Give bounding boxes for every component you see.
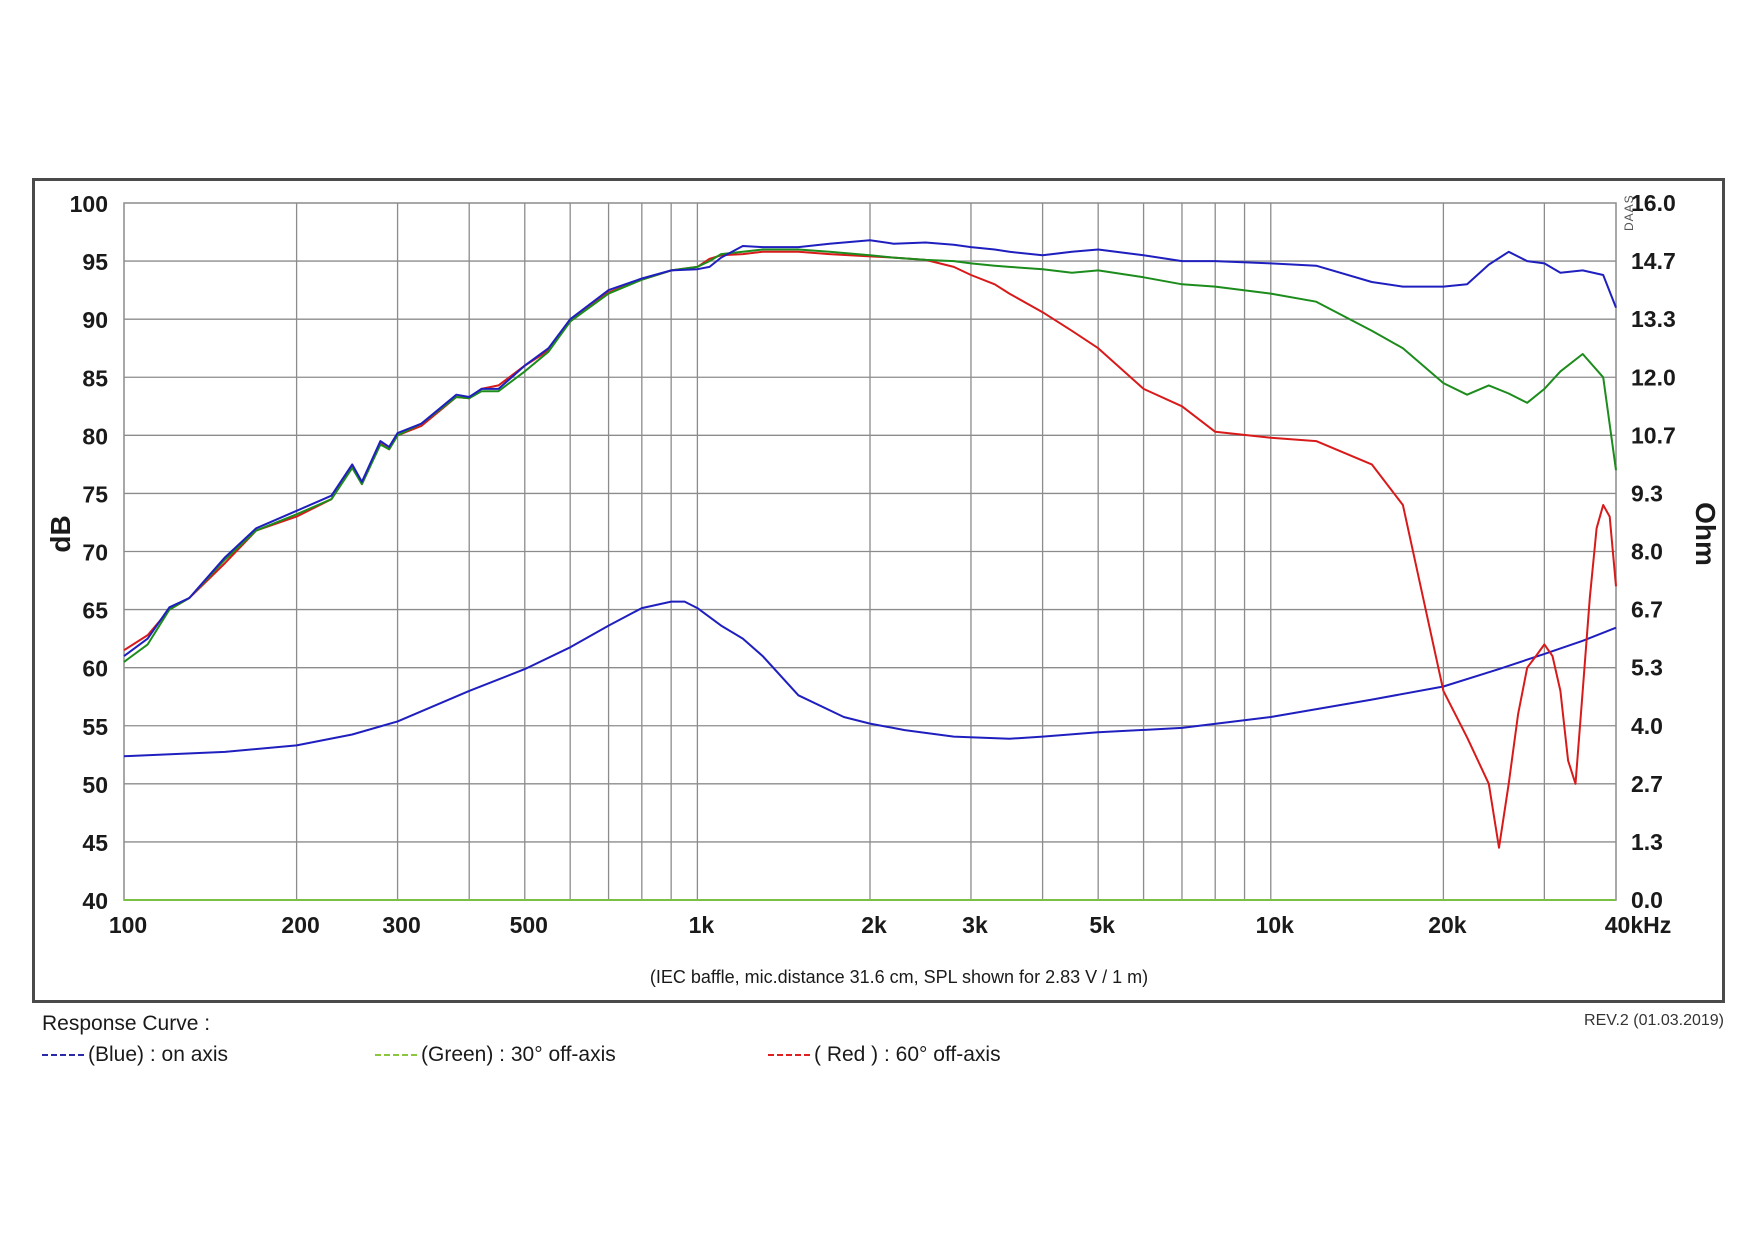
y-tick-label: 55 <box>82 714 108 740</box>
y-tick-label: 50 <box>82 772 108 798</box>
measurement-note: (IEC baffle, mic.distance 31.6 cm, SPL s… <box>650 967 1148 987</box>
x-tick-label: 2k <box>861 912 887 938</box>
y2-tick-label: 1.3 <box>1631 829 1663 855</box>
x-tick-label: 5k <box>1089 912 1115 938</box>
y-tick-label: 75 <box>82 481 108 507</box>
y2-tick-label: 14.7 <box>1631 248 1676 274</box>
y2-tick-label: 6.7 <box>1631 597 1663 623</box>
y2-tick-label: 4.0 <box>1631 713 1663 739</box>
y2-tick-label: 9.3 <box>1631 480 1663 506</box>
y-tick-label: 65 <box>82 598 108 624</box>
y-tick-label: 80 <box>82 423 108 449</box>
y2-tick-label: 10.7 <box>1631 422 1676 448</box>
legend-red-line <box>768 1054 810 1057</box>
x-tick-label: 10k <box>1256 912 1295 938</box>
y-tick-label: 60 <box>82 656 108 682</box>
legend-title: Response Curve : <box>42 1012 211 1035</box>
x-tick-label: 300 <box>382 912 420 938</box>
series-lines <box>123 239 1617 901</box>
response-chart: 100 200 300 500 1k 2k 3k 5k 10k 20k 40kHz 100 95 90 85… <box>45 190 1721 987</box>
y-tick-label: 100 <box>70 191 108 217</box>
y2-axis-title: Ohm <box>1690 502 1721 566</box>
x-tick-label: 1k <box>689 912 715 938</box>
series-impedance <box>123 600 1617 758</box>
daas-watermark: DAAS <box>1622 194 1636 231</box>
y2-tick-label: 5.3 <box>1631 655 1663 681</box>
y-tick-label: 85 <box>82 365 108 391</box>
legend-green-line <box>375 1054 417 1057</box>
y2-tick-label: 16.0 <box>1631 190 1676 216</box>
y-tick-label: 90 <box>82 307 108 333</box>
y-tick-label: 45 <box>82 830 108 856</box>
legend-blue-label: (Blue) : on axis <box>88 1043 229 1066</box>
y-tick-label: 70 <box>82 540 108 566</box>
tick-labels: 100 200 300 500 1k 2k 3k 5k 10k 20k 40kHz 100 95 90 85… <box>70 190 1676 938</box>
x-tick-label: 500 <box>510 912 548 938</box>
y2-tick-label: 2.7 <box>1631 771 1663 797</box>
grid <box>123 202 1617 901</box>
y-axis-title: dB <box>45 515 76 552</box>
legend-green-label: (Green) : 30° off-axis <box>421 1043 616 1066</box>
legend-item-blue: (Blue) : on axis <box>42 1043 228 1067</box>
y2-tick-label: 8.0 <box>1631 539 1663 565</box>
legend-red-label: ( Red ) : 60° off-axis <box>814 1043 1001 1066</box>
x-tick-label: 20k <box>1428 912 1467 938</box>
legend-item-green: (Green) : 30° off-axis <box>375 1043 616 1067</box>
series-30-off-axis <box>123 248 1617 663</box>
legend-item-red: ( Red ) : 60° off-axis <box>768 1043 1001 1067</box>
y2-tick-label: 13.3 <box>1631 306 1676 332</box>
x-tick-label: 40kHz <box>1605 912 1671 938</box>
y-tick-label: 40 <box>82 888 108 914</box>
chart-frame: 100 200 300 500 1k 2k 3k 5k 10k 20k 40kHz 100 95 90 85… <box>32 178 1725 1003</box>
y2-tick-label: 0.0 <box>1631 887 1663 913</box>
x-tick-label: 100 <box>109 912 147 938</box>
revision-label: REV.2 (01.03.2019) <box>1584 1012 1724 1029</box>
series-on-axis <box>123 239 1617 657</box>
y2-tick-label: 12.0 <box>1631 364 1676 390</box>
legend-blue-line <box>42 1054 84 1057</box>
x-tick-label: 200 <box>281 912 319 938</box>
y-tick-label: 95 <box>82 249 108 275</box>
x-tick-label: 3k <box>962 912 988 938</box>
